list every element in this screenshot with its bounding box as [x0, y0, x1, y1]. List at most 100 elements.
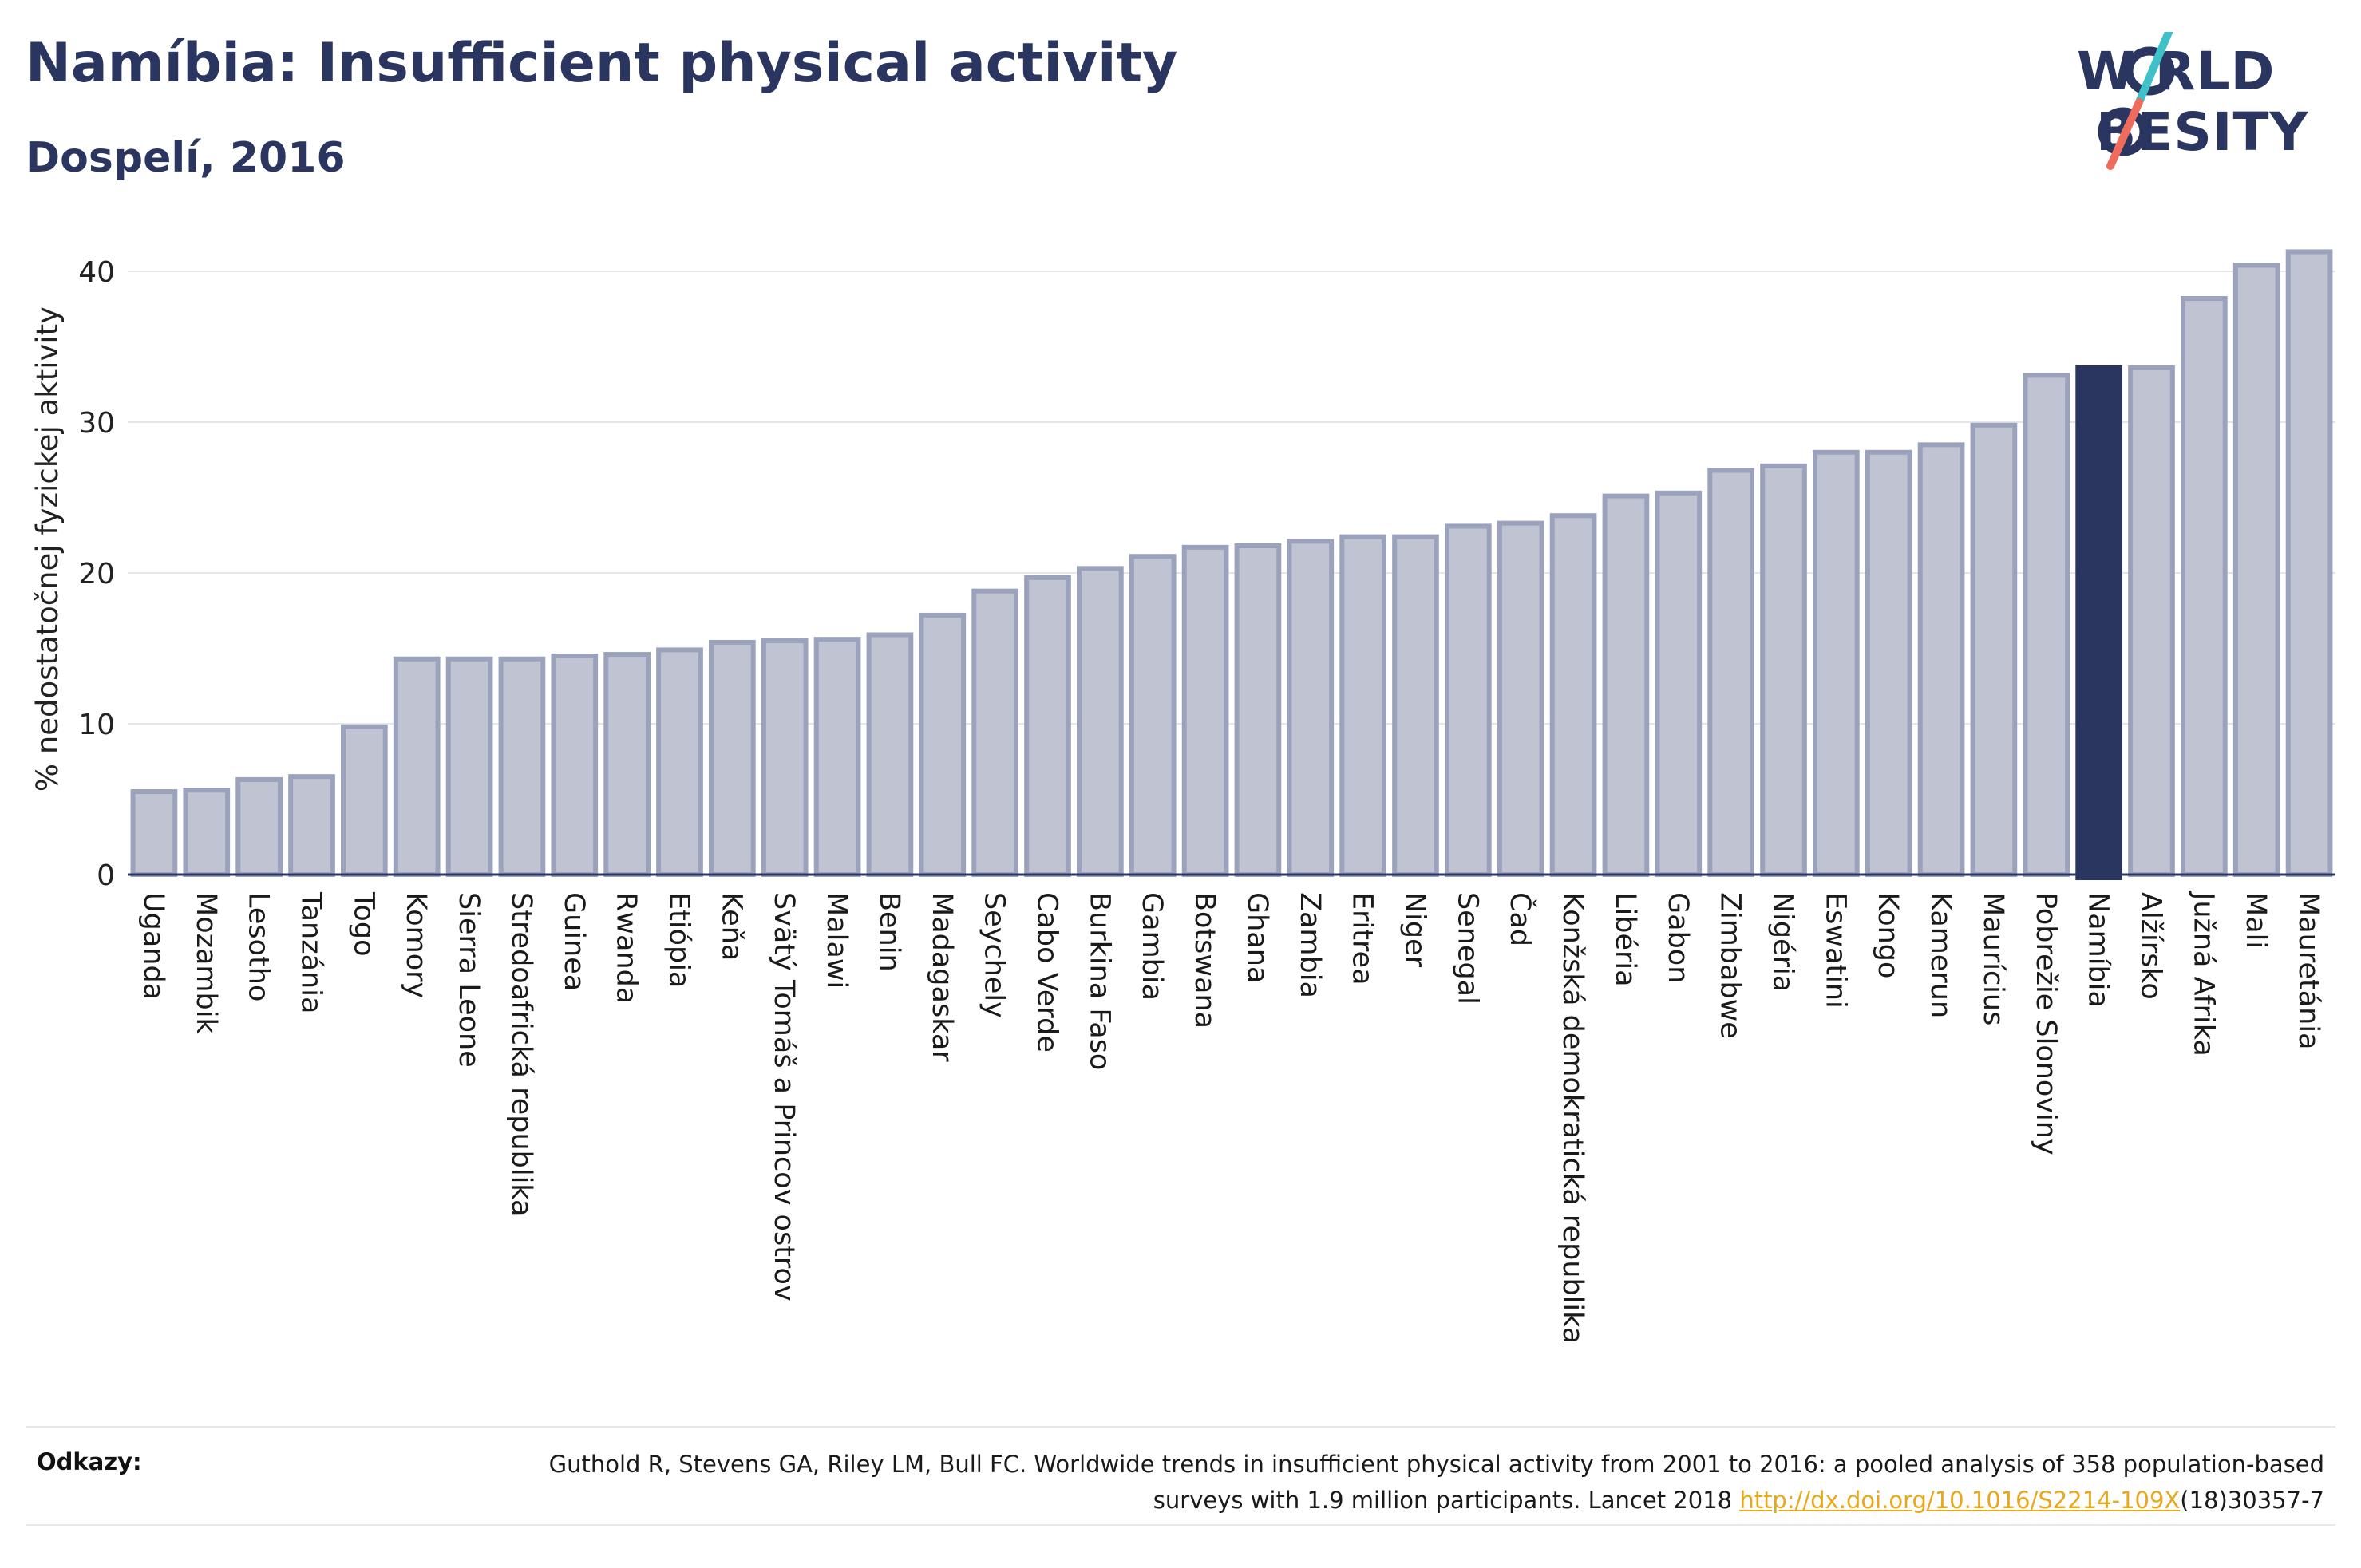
bar [2128, 365, 2175, 877]
bar [1129, 554, 1177, 878]
x-tick-label: Tanzánia [295, 891, 327, 1013]
x-tick-label: Zambia [1294, 892, 1326, 998]
bar [2181, 296, 2228, 877]
bar [130, 789, 178, 877]
x-tick-label: Cabo Verde [1031, 892, 1063, 1053]
x-tick-labels: Uganda Mozambik Lesotho Tanzánia Togo Komory S… [137, 891, 2324, 1344]
bar [1655, 490, 1703, 878]
bar [1287, 539, 1335, 877]
bar [1077, 566, 1124, 878]
x-tick-label: Južná Afrika [2187, 891, 2219, 1057]
x-tick-label: Eswatini [1819, 892, 1851, 1009]
footer-divider-bottom [26, 1524, 2335, 1526]
bar [445, 656, 493, 877]
bar [2232, 263, 2280, 877]
logo-slash-coral [2106, 98, 2143, 170]
y-tick-label: 20 [78, 558, 115, 590]
bar [1865, 449, 1912, 877]
x-tick-label: Čad [1504, 892, 1537, 946]
logo-o-top [2124, 46, 2175, 96]
x-tick-label: Svätý Tomáš a Princov ostrov [768, 892, 800, 1301]
x-tick-label: Eritrea [1347, 892, 1378, 985]
y-axis-label: % nedostatočnej fyzickej aktivity [30, 306, 65, 792]
page-title: Namíbia: Insufficient physical activity [26, 32, 1178, 95]
x-tick-label: Mali [2240, 892, 2272, 949]
y-tick-labels: 0 10 20 30 40 [78, 256, 115, 892]
bar [183, 788, 231, 877]
x-tick-label: Madagaskar [926, 892, 958, 1062]
x-tick-label: Ghana [1241, 892, 1273, 983]
bar [235, 776, 283, 877]
bar [1760, 463, 1807, 877]
references-doi-link[interactable]: http://dx.doi.org/10.1016/S2214-109X [1739, 1487, 2181, 1514]
bar [1497, 520, 1544, 877]
x-tick-label: Gabon [1662, 892, 1694, 983]
bar [341, 724, 388, 878]
x-tick-label: Seychely [979, 892, 1010, 1018]
footer-divider-top [26, 1426, 2335, 1428]
x-tick-label: Rwanda [611, 892, 643, 1004]
bar [551, 653, 599, 877]
x-tick-label: Stredoafrická republika [505, 892, 537, 1216]
y-tick-label: 10 [78, 709, 115, 741]
bar [1917, 442, 1965, 877]
bar [1707, 468, 1754, 877]
bar [1339, 534, 1386, 877]
bar [2023, 373, 2070, 878]
bar [1234, 543, 1282, 877]
x-tick-label: Sierra Leone [453, 892, 484, 1068]
grid-lines [128, 271, 2335, 725]
references-label: Odkazy: [37, 1448, 142, 1475]
bars [130, 249, 2333, 880]
x-tick-label: Niger [1399, 892, 1431, 968]
x-tick-label: Kamerun [1924, 892, 1956, 1018]
x-tick-label: Keňa [715, 892, 747, 961]
x-tick-label: Etiópia [663, 892, 695, 988]
world-obesity-logo: W RLD BESITY [2077, 32, 2308, 170]
bar [1970, 422, 2018, 877]
bar [1024, 575, 1071, 877]
bar [971, 588, 1018, 877]
page-subtitle: Dospelí, 2016 [26, 134, 346, 182]
x-tick-label: Nigéria [1767, 892, 1799, 992]
bar [1181, 544, 1229, 877]
bar [761, 638, 809, 877]
logo-slash-teal [2135, 32, 2173, 106]
x-tick-label: Maurícius [1977, 892, 2009, 1025]
bar-chart: 0 10 20 30 40 Uganda Mozambik Lesotho Tanzánia T… [30, 249, 2335, 1344]
x-tick-label: Pobrežie Slonoviny [2030, 892, 2062, 1155]
x-tick-label: Mozambik [190, 892, 222, 1034]
bar [656, 647, 703, 877]
bar [813, 637, 861, 877]
x-tick-label: Kongo [1872, 892, 1904, 978]
bar [1445, 523, 1492, 877]
x-tick-label: Namíbia [2082, 892, 2114, 1008]
x-tick-label: Botswana [1188, 892, 1220, 1029]
references-citation: Guthold R, Stevens GA, Riley LM, Bull FC… [548, 1451, 2324, 1514]
x-tick-label: Benin [873, 892, 905, 972]
x-tick-label: Komory [400, 892, 432, 998]
x-tick-label: Lesotho [243, 892, 275, 1001]
logo-line-1: W RLD [2077, 41, 2275, 102]
bar [1602, 493, 1650, 877]
x-tick-label: Guinea [558, 892, 590, 991]
y-tick-label: 30 [78, 407, 115, 440]
x-tick-label: Malawi [821, 892, 852, 989]
x-tick-label: Zimbabwe [1714, 892, 1746, 1039]
x-tick-label: Uganda [137, 892, 169, 1000]
bar [603, 652, 651, 877]
bar [1813, 449, 1860, 877]
y-tick-label: 40 [78, 256, 115, 289]
bar [288, 774, 335, 878]
bar [393, 656, 441, 877]
x-tick-label: Togo [347, 891, 379, 956]
logo-o-bottom [2098, 107, 2149, 156]
x-tick-label: Mauretánia [2292, 892, 2324, 1050]
bar-highlight [2075, 365, 2122, 880]
bar [2285, 249, 2333, 877]
bar [498, 656, 546, 877]
bar [1392, 534, 1439, 877]
x-tick-label: Senegal [1451, 892, 1483, 1005]
bar [709, 639, 756, 877]
x-tick-label: Alžírsko [2135, 892, 2167, 1000]
